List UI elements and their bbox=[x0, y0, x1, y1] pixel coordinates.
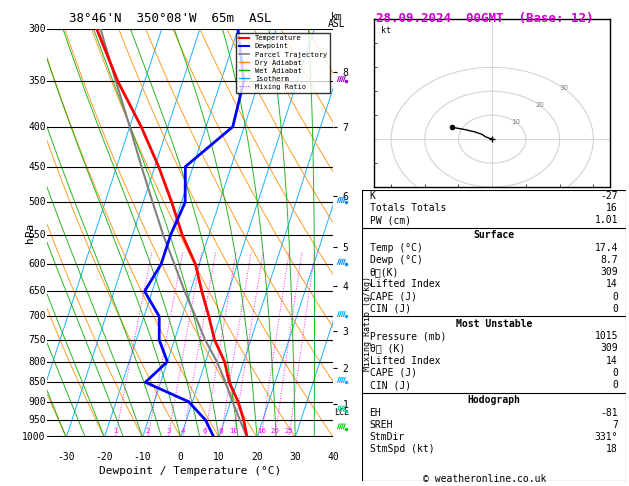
Text: ASL: ASL bbox=[328, 19, 345, 29]
Text: CIN (J): CIN (J) bbox=[370, 304, 411, 314]
Text: 850: 850 bbox=[28, 377, 46, 387]
Text: 3: 3 bbox=[166, 428, 170, 434]
Text: 38°46'N  350°08'W  65m  ASL: 38°46'N 350°08'W 65m ASL bbox=[69, 12, 271, 25]
Text: 1000: 1000 bbox=[22, 433, 46, 442]
Text: 8: 8 bbox=[219, 428, 223, 434]
Text: 309: 309 bbox=[600, 267, 618, 277]
Text: hPa: hPa bbox=[25, 223, 35, 243]
Text: 2: 2 bbox=[146, 428, 150, 434]
Text: CIN (J): CIN (J) bbox=[370, 380, 411, 390]
Text: -30: -30 bbox=[57, 451, 75, 462]
Text: 6: 6 bbox=[203, 428, 207, 434]
Text: EH: EH bbox=[370, 408, 381, 417]
Text: K: K bbox=[370, 191, 376, 201]
Text: km: km bbox=[331, 12, 342, 22]
Text: Lifted Index: Lifted Index bbox=[370, 279, 440, 289]
Text: 14: 14 bbox=[606, 356, 618, 365]
Text: Temp (°C): Temp (°C) bbox=[370, 243, 423, 253]
Text: 18: 18 bbox=[606, 444, 618, 454]
Text: 10: 10 bbox=[229, 428, 238, 434]
Text: 4: 4 bbox=[181, 428, 186, 434]
Text: 550: 550 bbox=[28, 230, 46, 240]
Text: Surface: Surface bbox=[473, 230, 515, 240]
Text: -20: -20 bbox=[96, 451, 113, 462]
Text: Most Unstable: Most Unstable bbox=[455, 319, 532, 329]
Text: Dewpoint / Temperature (°C): Dewpoint / Temperature (°C) bbox=[99, 466, 281, 476]
Text: 25: 25 bbox=[285, 428, 293, 434]
Text: 14: 14 bbox=[606, 279, 618, 289]
Text: 750: 750 bbox=[28, 335, 46, 345]
Text: 0: 0 bbox=[612, 292, 618, 301]
Text: 16: 16 bbox=[606, 203, 618, 213]
Text: 350: 350 bbox=[28, 76, 46, 87]
Text: 17.4: 17.4 bbox=[594, 243, 618, 253]
Text: 331°: 331° bbox=[594, 432, 618, 442]
Text: Hodograph: Hodograph bbox=[467, 396, 520, 405]
Text: 20: 20 bbox=[251, 451, 263, 462]
Text: SREH: SREH bbox=[370, 420, 393, 430]
Text: -10: -10 bbox=[134, 451, 152, 462]
Text: Totals Totals: Totals Totals bbox=[370, 203, 446, 213]
Text: 7: 7 bbox=[612, 420, 618, 430]
Text: 10: 10 bbox=[511, 119, 521, 125]
Text: 0: 0 bbox=[612, 368, 618, 378]
Text: 0: 0 bbox=[612, 380, 618, 390]
Text: θᴇ (K): θᴇ (K) bbox=[370, 344, 405, 353]
Text: Dewp (°C): Dewp (°C) bbox=[370, 255, 423, 265]
Text: 1.01: 1.01 bbox=[594, 215, 618, 225]
Text: StmDir: StmDir bbox=[370, 432, 405, 442]
Text: 0: 0 bbox=[612, 304, 618, 314]
Text: 450: 450 bbox=[28, 162, 46, 172]
Text: 1015: 1015 bbox=[594, 331, 618, 341]
Text: 40: 40 bbox=[328, 451, 339, 462]
Text: StmSpd (kt): StmSpd (kt) bbox=[370, 444, 434, 454]
Text: CAPE (J): CAPE (J) bbox=[370, 368, 416, 378]
Text: 8.7: 8.7 bbox=[600, 255, 618, 265]
Text: 16: 16 bbox=[257, 428, 266, 434]
Text: 950: 950 bbox=[28, 415, 46, 425]
Text: 400: 400 bbox=[28, 122, 46, 132]
Text: Pressure (mb): Pressure (mb) bbox=[370, 331, 446, 341]
Text: kt: kt bbox=[381, 26, 391, 35]
Text: © weatheronline.co.uk: © weatheronline.co.uk bbox=[423, 473, 546, 484]
Text: -81: -81 bbox=[600, 408, 618, 417]
Text: 900: 900 bbox=[28, 397, 46, 407]
Text: 1: 1 bbox=[113, 428, 118, 434]
Text: 650: 650 bbox=[28, 286, 46, 296]
Text: 500: 500 bbox=[28, 197, 46, 208]
Text: 309: 309 bbox=[600, 344, 618, 353]
Text: PW (cm): PW (cm) bbox=[370, 215, 411, 225]
Legend: Temperature, Dewpoint, Parcel Trajectory, Dry Adiabat, Wet Adiabat, Isotherm, Mi: Temperature, Dewpoint, Parcel Trajectory… bbox=[236, 33, 330, 93]
Text: 700: 700 bbox=[28, 312, 46, 321]
Text: 28.09.2024  00GMT  (Base: 12): 28.09.2024 00GMT (Base: 12) bbox=[376, 12, 593, 25]
Text: 0: 0 bbox=[178, 451, 184, 462]
Text: 800: 800 bbox=[28, 357, 46, 367]
Text: 20: 20 bbox=[535, 103, 544, 108]
Text: 30: 30 bbox=[289, 451, 301, 462]
Text: 30: 30 bbox=[559, 86, 568, 91]
Text: LCL: LCL bbox=[334, 408, 349, 417]
Text: Mixing Ratio (g/kg): Mixing Ratio (g/kg) bbox=[363, 276, 372, 371]
Text: Lifted Index: Lifted Index bbox=[370, 356, 440, 365]
Text: -27: -27 bbox=[600, 191, 618, 201]
Text: CAPE (J): CAPE (J) bbox=[370, 292, 416, 301]
Text: 20: 20 bbox=[270, 428, 279, 434]
Text: 10: 10 bbox=[213, 451, 225, 462]
Text: θᴇ(K): θᴇ(K) bbox=[370, 267, 399, 277]
Text: 300: 300 bbox=[28, 24, 46, 34]
Text: 600: 600 bbox=[28, 259, 46, 269]
